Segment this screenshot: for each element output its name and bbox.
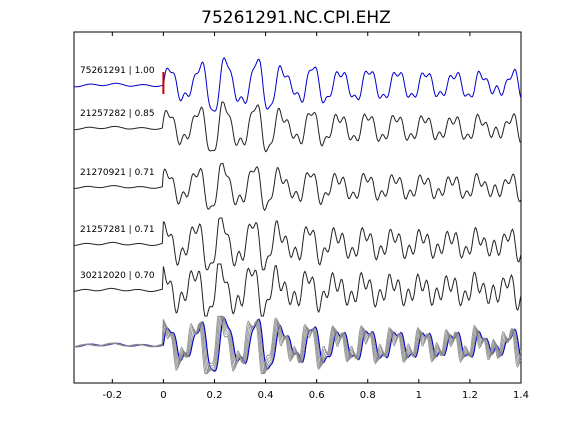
x-tick-label-4: 0.6 <box>309 390 325 401</box>
trace-line-1 <box>73 101 522 153</box>
trace-line-4 <box>73 263 522 317</box>
x-tick-label-0: -0.2 <box>103 390 123 401</box>
trace-group <box>73 56 522 317</box>
x-tick-label-5: 0.8 <box>360 390 376 401</box>
trace-label-1: 21257282 | 0.85 <box>80 109 155 119</box>
overlay-line-4 <box>73 315 522 375</box>
trace-line-3 <box>73 217 522 271</box>
x-tick-label-6: 1 <box>416 390 422 401</box>
x-axis-ticks: -0.2 0 0.2 0.4 0.6 0.8 1 1.2 1.4 <box>103 32 529 401</box>
trace-line-0 <box>73 56 522 112</box>
trace-line-2 <box>74 163 522 212</box>
x-tick-label-1: 0 <box>160 390 166 401</box>
trace-label-3: 21257281 | 0.71 <box>80 225 155 235</box>
trace-label-0: 75261291 | 1.00 <box>80 66 155 76</box>
trace-labels: 75261291 | 1.00 21257282 | 0.85 21270921 |… <box>80 66 155 281</box>
chart-title: 75261291.NC.CPI.EHZ <box>201 8 391 28</box>
x-tick-label-2: 0.2 <box>207 390 223 401</box>
x-tick-label-3: 0.4 <box>258 390 274 401</box>
x-tick-label-8: 1.4 <box>513 390 529 401</box>
x-tick-label-7: 1.2 <box>462 390 478 401</box>
trace-label-2: 21270921 | 0.71 <box>80 168 155 178</box>
overlay-group <box>73 315 522 375</box>
trace-label-4: 30212020 | 0.70 <box>80 271 155 281</box>
